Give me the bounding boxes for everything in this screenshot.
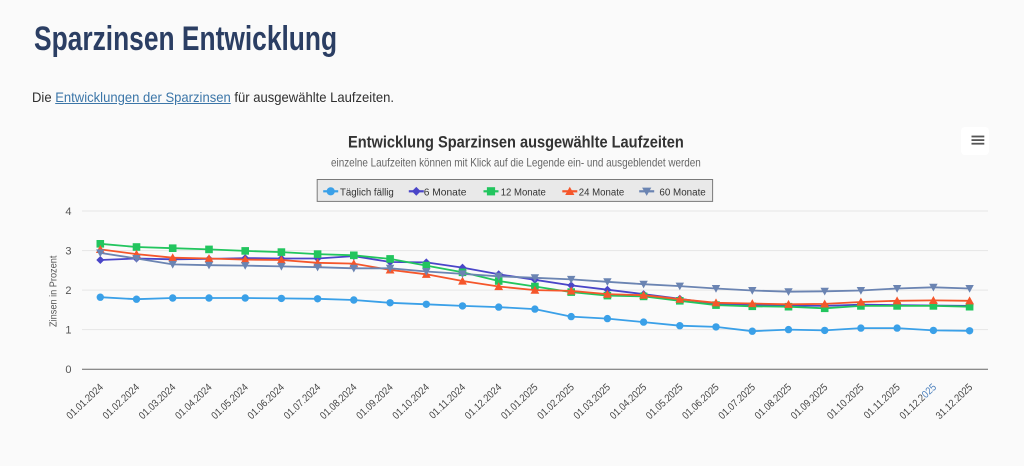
svg-text:01.07.2024: 01.07.2024 [282,382,324,422]
svg-text:01.03.2025: 01.03.2025 [572,382,614,422]
svg-text:60 Monate: 60 Monate [659,187,706,198]
svg-text:01.04.2024: 01.04.2024 [173,382,215,422]
svg-text:24 Monate: 24 Monate [579,187,625,198]
svg-text:01.10.2025: 01.10.2025 [825,382,867,422]
svg-text:01.04.2025: 01.04.2025 [608,382,650,422]
svg-text:01.11.2025: 01.11.2025 [862,382,903,422]
svg-text:01.01.2025: 01.01.2025 [499,382,541,422]
svg-text:01.11.2024: 01.11.2024 [427,382,468,422]
svg-text:01.02.2024: 01.02.2024 [101,382,143,422]
svg-text:31.12.2025: 31.12.2025 [934,382,976,422]
svg-text:3: 3 [65,245,71,257]
svg-text:01.09.2024: 01.09.2024 [354,382,396,422]
svg-text:01.05.2024: 01.05.2024 [209,382,251,422]
svg-text:4: 4 [65,206,71,218]
svg-text:01.02.2025: 01.02.2025 [535,382,577,422]
svg-text:01.08.2025: 01.08.2025 [753,382,795,422]
svg-text:0: 0 [65,364,71,376]
svg-text:Täglich fällig: Täglich fällig [340,187,394,198]
svg-text:Entwicklung Sparzinsen ausgewä: Entwicklung Sparzinsen ausgewählte Laufz… [348,134,684,152]
svg-text:01.06.2024: 01.06.2024 [246,382,288,422]
svg-text:12 Monate: 12 Monate [501,187,547,198]
svg-text:01.12.2025: 01.12.2025 [898,382,940,422]
svg-text:01.07.2025: 01.07.2025 [717,382,759,422]
svg-text:01.09.2025: 01.09.2025 [789,382,831,422]
svg-text:6 Monate: 6 Monate [424,188,467,199]
svg-text:01.03.2024: 01.03.2024 [137,382,179,422]
svg-text:Zinsen in Prozent: Zinsen in Prozent [48,255,60,327]
svg-text:01.10.2024: 01.10.2024 [391,382,433,422]
svg-text:01.12.2024: 01.12.2024 [463,382,505,422]
svg-text:01.01.2024: 01.01.2024 [65,382,107,422]
svg-text:einzelne Laufzeiten können mit: einzelne Laufzeiten können mit Klick auf… [331,157,701,170]
svg-text:2: 2 [65,285,71,297]
svg-text:1: 1 [65,324,71,336]
svg-text:01.08.2024: 01.08.2024 [318,382,360,422]
svg-text:01.05.2025: 01.05.2025 [644,382,686,422]
svg-text:01.06.2025: 01.06.2025 [680,382,722,422]
